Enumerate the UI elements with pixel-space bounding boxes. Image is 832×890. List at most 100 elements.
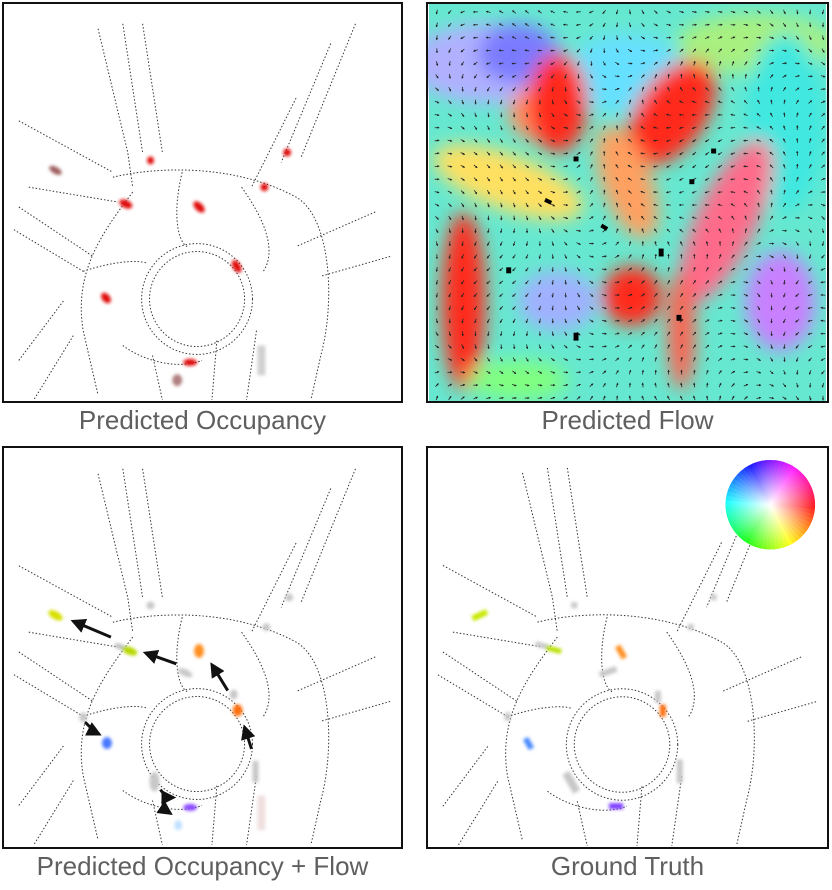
- flow-vector: [537, 10, 542, 14]
- flow-vector: [667, 241, 670, 246]
- flow-vector: [524, 23, 530, 27]
- flow-vector: [486, 138, 490, 143]
- flow-vector: [525, 151, 529, 156]
- occupancy-blob: [257, 795, 266, 831]
- flow-vector: [602, 125, 606, 130]
- flow-vector: [641, 228, 644, 233]
- flow-vector: [717, 203, 723, 207]
- flow-vector: [448, 61, 451, 67]
- flow-vector: [821, 370, 825, 375]
- flow-vector: [679, 10, 685, 14]
- flow-vector: [730, 139, 736, 142]
- flow-vector: [563, 113, 568, 117]
- flow-vector: [769, 370, 774, 375]
- flow-vector: [512, 228, 516, 234]
- flow-vector: [499, 87, 503, 92]
- flow-vector: [640, 306, 646, 310]
- flow-vector: [589, 332, 594, 335]
- flow-vector: [589, 370, 594, 374]
- flow-vector: [512, 151, 516, 156]
- flow-vector: [653, 306, 658, 310]
- flow-vector: [486, 74, 491, 79]
- flow-vector: [770, 344, 773, 350]
- flow-vector: [460, 396, 465, 400]
- predicted-occupancy-map: [13, 23, 391, 401]
- flow-vector: [550, 203, 556, 207]
- flow-vector: [783, 112, 786, 118]
- flow-vector: [666, 10, 671, 14]
- flow-vector: [525, 318, 529, 324]
- flow-vector: [447, 126, 453, 129]
- flow-vector: [474, 86, 477, 92]
- flow-vector: [474, 241, 477, 247]
- flow-vector: [589, 280, 594, 284]
- flow-vector: [769, 62, 774, 65]
- flow-vector: [796, 112, 799, 118]
- flow-vector: [589, 395, 593, 401]
- flow-vector: [537, 370, 543, 374]
- flow-vector: [730, 113, 736, 116]
- flow-vector: [731, 395, 735, 401]
- flow-vector: [795, 35, 799, 40]
- flow-vector: [537, 74, 542, 78]
- flow-vector: [615, 138, 619, 143]
- flow-vector: [473, 267, 478, 272]
- flow-vector: [487, 202, 490, 208]
- flow-vector: [486, 280, 491, 284]
- flow-vector: [448, 280, 452, 285]
- flow-vector: [602, 9, 606, 14]
- flow-vector: [717, 332, 723, 335]
- flow-vector: [434, 344, 440, 349]
- flow-vector: [653, 152, 658, 155]
- agent-marker: [676, 314, 682, 321]
- flow-vector: [666, 178, 671, 181]
- flow-vector: [486, 87, 490, 92]
- flow-vector: [512, 164, 516, 169]
- flow-vector: [667, 73, 670, 79]
- flow-vector: [691, 190, 697, 194]
- flow-vector: [538, 318, 541, 324]
- flow-vector: [730, 48, 735, 53]
- flow-vector: [627, 306, 633, 310]
- ground-truth-agent: [687, 624, 694, 631]
- flow-vector: [679, 151, 684, 156]
- flow-vector: [564, 267, 567, 272]
- flow-vector: [473, 280, 478, 285]
- flow-vector: [498, 74, 504, 78]
- flow-vector: [820, 268, 826, 271]
- flow-vector: [679, 139, 684, 143]
- flow-vector: [782, 22, 787, 27]
- flow-vector: [744, 215, 747, 221]
- flow-vector: [627, 293, 633, 297]
- flow-vector: [487, 331, 490, 337]
- flow-vector: [704, 139, 710, 143]
- flow-vector: [486, 267, 491, 272]
- flow-vector: [615, 9, 619, 15]
- flow-vector: [550, 371, 556, 374]
- flow-vector: [550, 36, 556, 39]
- flow-vector: [487, 241, 490, 246]
- flow-vector: [615, 176, 619, 182]
- flow-vector: [460, 357, 465, 362]
- flow-vector: [551, 305, 554, 311]
- flow-vector: [706, 382, 709, 388]
- flow-vector: [705, 306, 710, 310]
- flow-vector: [601, 293, 607, 297]
- flow-vector: [666, 49, 671, 52]
- flow-arrow: [70, 619, 112, 639]
- flow-vector: [821, 35, 825, 41]
- flow-vector: [602, 61, 606, 66]
- flow-vector: [691, 216, 697, 219]
- flow-vector: [525, 138, 529, 143]
- flow-vector: [730, 267, 736, 271]
- flow-vector: [731, 215, 735, 220]
- flow-vector: [435, 279, 439, 285]
- flow-vector: [589, 35, 594, 40]
- flow-vector: [564, 86, 567, 92]
- flow-vector: [653, 10, 658, 14]
- predicted-occupancy-flow-panel: [2, 446, 403, 849]
- flow-vector: [628, 35, 632, 40]
- flow-vector: [756, 396, 762, 400]
- flow-vector: [757, 99, 761, 105]
- ground-truth-agent: [598, 666, 618, 678]
